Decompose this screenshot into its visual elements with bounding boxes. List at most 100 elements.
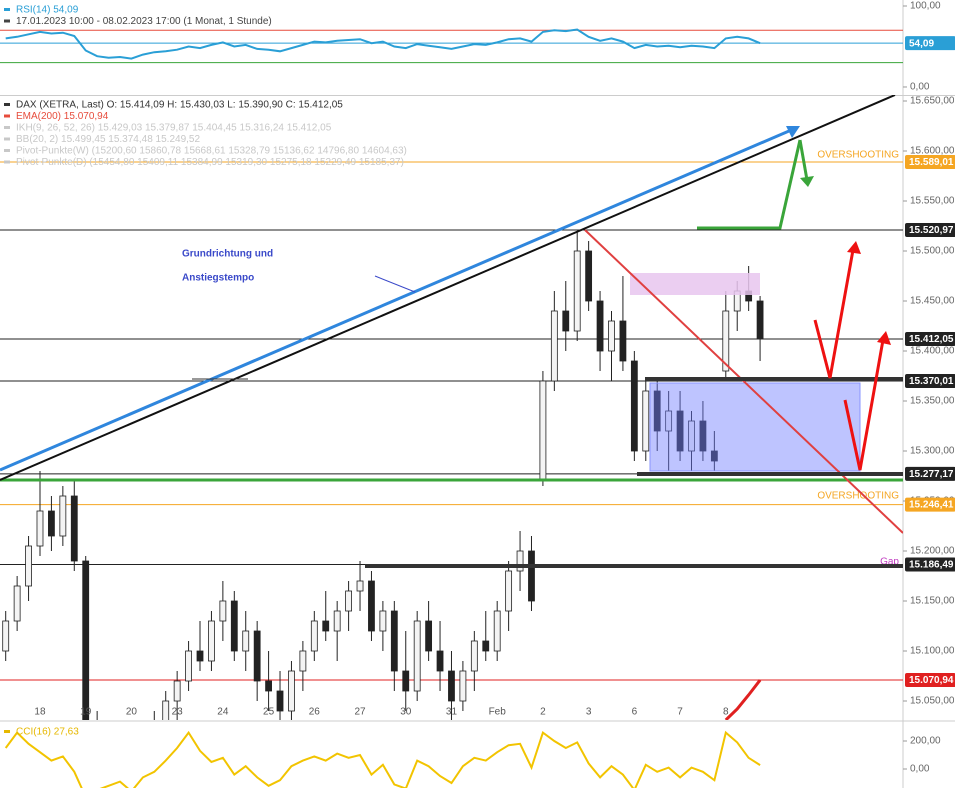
- arrow-head: [847, 241, 861, 254]
- candle-body: [196, 650, 204, 662]
- level-label-box: [905, 331, 955, 346]
- candle-body: [242, 630, 250, 652]
- level-label-box: [905, 497, 955, 512]
- candle-body: [516, 550, 524, 572]
- candle-body: [756, 300, 764, 340]
- candle-body: [436, 650, 444, 672]
- x-tick-label: 18: [34, 707, 46, 718]
- arrow: [843, 339, 885, 471]
- candle-body: [299, 650, 307, 672]
- level-label: 15.520,97: [909, 225, 954, 236]
- x-tick-label: 26: [309, 707, 321, 718]
- annotation: OVERSHOOTING: [817, 150, 899, 161]
- candle-body: [699, 420, 707, 452]
- x-tick-label: 31: [446, 707, 458, 718]
- series-line: [724, 679, 762, 720]
- y-tick-label: 15.600,00: [910, 146, 955, 157]
- candle-body: [539, 380, 547, 482]
- candle-body: [482, 640, 490, 652]
- x-tick-label: 23: [172, 707, 184, 718]
- pointer: [374, 275, 416, 293]
- y-tick-label: 15.100,00: [910, 646, 955, 657]
- x-tick-label: 6: [632, 707, 638, 718]
- candle-body: [585, 250, 593, 302]
- x-tick-label: 19: [80, 707, 92, 718]
- arrow: [798, 139, 809, 181]
- candle-body: [562, 310, 570, 332]
- annotation: Grundrichtung und: [182, 249, 273, 260]
- candle-body: [676, 410, 684, 452]
- drawings: [0, 95, 903, 568]
- y-tick-label: 15.150,00: [910, 596, 955, 607]
- x-tick-label: Feb: [489, 707, 507, 718]
- level-label: 54,09: [909, 38, 934, 49]
- annotation: Anstiegstempo: [182, 273, 254, 284]
- arrow-head: [800, 176, 814, 187]
- legend-swatch: [4, 730, 10, 733]
- candle-body: [573, 250, 581, 332]
- candle-body: [596, 300, 604, 352]
- x-tick-label: 20: [126, 707, 138, 718]
- candle-body: [493, 610, 501, 652]
- candle-body: [345, 590, 353, 612]
- y-tick-label: 0,00: [910, 82, 930, 93]
- candle-body: [48, 510, 55, 537]
- level-label: 15.589,01: [909, 157, 954, 168]
- y-tick-label: 200,00: [910, 736, 941, 747]
- candle-body: [276, 690, 284, 712]
- y-tick-label: 15.300,00: [910, 446, 955, 457]
- y-tick-label: 15.350,00: [910, 396, 955, 407]
- legend-text: 17.01.2023 10:00 - 08.02.2023 17:00 (1 M…: [16, 16, 272, 27]
- x-tick-label: 8: [723, 707, 729, 718]
- legend-text: BB(20, 2) 15.499,45 15.374,48 15.249,52: [16, 134, 200, 145]
- candle-body: [288, 670, 295, 712]
- candle-body: [608, 320, 615, 352]
- candle-body: [219, 600, 227, 622]
- level-label-box: [905, 557, 955, 572]
- legend-swatch: [4, 19, 10, 23]
- annotation: OVERSHOOTING: [817, 491, 899, 502]
- candle-body: [230, 600, 238, 652]
- legend-swatch: [4, 103, 10, 106]
- candle-body: [36, 510, 44, 547]
- trend-line: [0, 126, 797, 472]
- candle-body: [402, 670, 410, 692]
- candle-body: [710, 450, 718, 462]
- legend-text: CCI(16) 27,63: [16, 727, 79, 738]
- y-tick-label: 15.050,00: [910, 696, 955, 707]
- candle-body: [653, 390, 661, 432]
- level-label: 15.277,17: [909, 469, 954, 480]
- y-tick-label: 15.450,00: [910, 296, 955, 307]
- y-tick-label: 15.500,00: [910, 246, 955, 257]
- candle-body: [470, 640, 478, 672]
- candle-body: [253, 630, 261, 682]
- legend-swatch: [4, 114, 10, 118]
- x-tick-label: 27: [354, 707, 366, 718]
- candle-body: [208, 620, 215, 662]
- candle-body: [425, 620, 433, 652]
- level-label: 15.070,94: [909, 675, 954, 686]
- candle-body: [13, 585, 21, 622]
- candle-body: [333, 610, 341, 632]
- level-label-box: [905, 673, 955, 688]
- y-tick-label: 15.650,00: [910, 96, 955, 107]
- candle-body: [82, 560, 90, 720]
- annotation: Gap: [880, 557, 899, 568]
- candle-body: [322, 620, 330, 632]
- legend-text: Pivot-Punkte(W) (15200,60 15860,78 15668…: [16, 146, 407, 157]
- arrow-head: [786, 126, 800, 138]
- legend-swatch: [4, 137, 10, 141]
- candle-body: [688, 420, 695, 452]
- arrow: [813, 249, 855, 379]
- legend-text: RSI(14) 54,09: [16, 5, 79, 16]
- y-tick-label: 15.400,00: [910, 346, 955, 357]
- candle-body: [665, 410, 673, 432]
- x-tick-label: 3: [586, 707, 592, 718]
- x-tick-label: 7: [677, 707, 683, 718]
- candle-body: [413, 620, 421, 692]
- candle-body: [459, 670, 467, 702]
- candle-body: [368, 580, 375, 632]
- candle-body: [185, 650, 192, 682]
- x-tick-label: 25: [263, 707, 275, 718]
